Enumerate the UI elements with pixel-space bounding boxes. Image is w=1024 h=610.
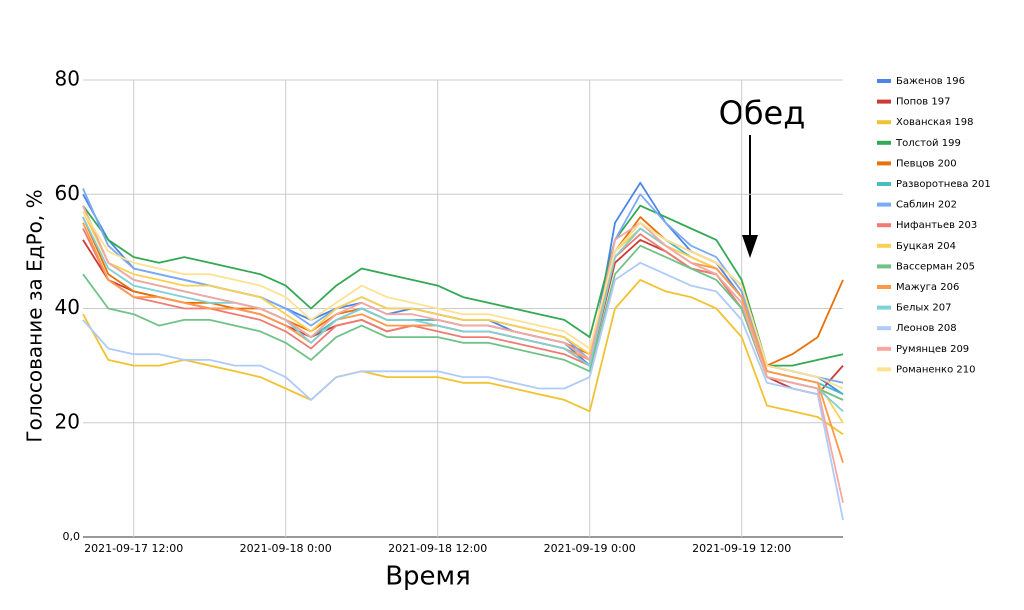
legend-label: Хованская 198: [896, 117, 973, 128]
series-line: [82, 211, 844, 424]
legend-label: Белых 207: [896, 303, 951, 314]
x-tick-label: 2021-09-17 12:00: [84, 542, 183, 555]
y-tick-label: 40: [55, 295, 80, 319]
series-line: [82, 205, 844, 503]
legend-label: Буцкая 204: [896, 241, 956, 252]
series-line: [82, 261, 844, 521]
y-axis-label: Голосование за ЕдРо, %: [23, 189, 47, 442]
series-line: [82, 210, 844, 390]
y-tick-label: 60: [55, 181, 80, 205]
legend-label: Толстой 199: [895, 138, 961, 149]
x-tick-label: 2021-09-19 12:00: [692, 542, 791, 555]
x-axis-label: Время: [385, 562, 471, 592]
legend-label: Баженов 196: [896, 76, 965, 87]
x-tick-label: 2021-09-19 0:00: [544, 542, 636, 555]
y-tick-label: 0,0: [63, 530, 81, 543]
series-line: [82, 239, 844, 396]
legend-label: Попов 197: [896, 97, 950, 108]
legend-label: Вассерман 205: [896, 261, 975, 272]
series-line: [82, 244, 844, 401]
annotation-arrowhead: [742, 235, 758, 258]
x-tick-label: 2021-09-18 12:00: [388, 542, 487, 555]
legend-label: Мажуга 206: [896, 282, 959, 293]
legend-label: Румянцев 209: [896, 344, 969, 355]
x-tick-label: 2021-09-18 0:00: [240, 542, 332, 555]
y-tick-label: 20: [55, 409, 80, 433]
legend-label: Разворотнева 201: [896, 179, 991, 190]
y-tick-label: 80: [55, 67, 80, 91]
legend-label: Леонов 208: [896, 323, 957, 334]
legend-label: Саблин 202: [896, 200, 957, 211]
series-line: [82, 204, 844, 367]
legend-label: Нифантьев 203: [896, 220, 977, 231]
legend-label: Певцов 200: [896, 158, 957, 169]
annotation: Обед: [719, 94, 806, 132]
series-line: [82, 279, 844, 435]
legend-label: Романенко 210: [896, 364, 975, 375]
